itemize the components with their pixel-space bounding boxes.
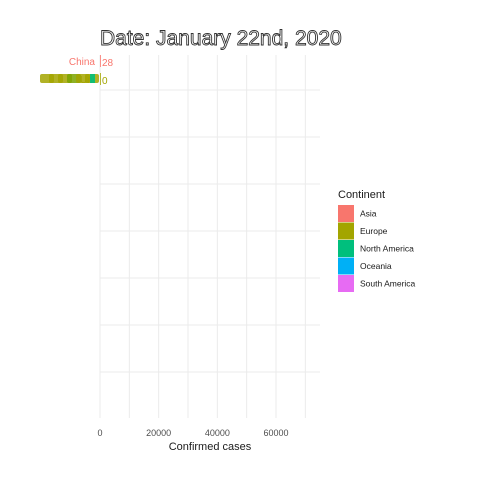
x-tick-label: 40000 (205, 428, 230, 438)
legend-key (338, 222, 354, 240)
x-tick-label: 60000 (263, 428, 288, 438)
bar-category-label: China (69, 57, 96, 68)
grid (99, 55, 320, 418)
x-tick-label: 0 (97, 428, 102, 438)
bar-value-label: 0 (102, 76, 108, 87)
legend-key (338, 205, 354, 222)
x-tick-label: 20000 (146, 428, 171, 438)
legend-label: South America (360, 279, 416, 289)
legend-label: Europe (360, 226, 388, 236)
legend-key (338, 275, 354, 292)
legend: Continent Asia Europe North America Oceania… (338, 189, 416, 292)
legend-label: North America (360, 244, 414, 254)
legend-key (338, 257, 354, 275)
overlapping-label-mark (90, 74, 95, 83)
x-axis-title: Confirmed cases (169, 441, 252, 453)
bars: China28Uni0 (40, 55, 114, 87)
chart-title: Date: January 22nd, 2020 (100, 27, 342, 50)
bar-value-label: 28 (102, 58, 114, 69)
legend-label: Oceania (360, 261, 392, 271)
legend-title: Continent (338, 189, 385, 201)
bar (100, 55, 101, 67)
legend-label: Asia (360, 209, 377, 219)
x-axis-ticks: 0 20000 40000 60000 (97, 428, 288, 438)
legend-key (338, 240, 354, 257)
bar (100, 73, 101, 85)
